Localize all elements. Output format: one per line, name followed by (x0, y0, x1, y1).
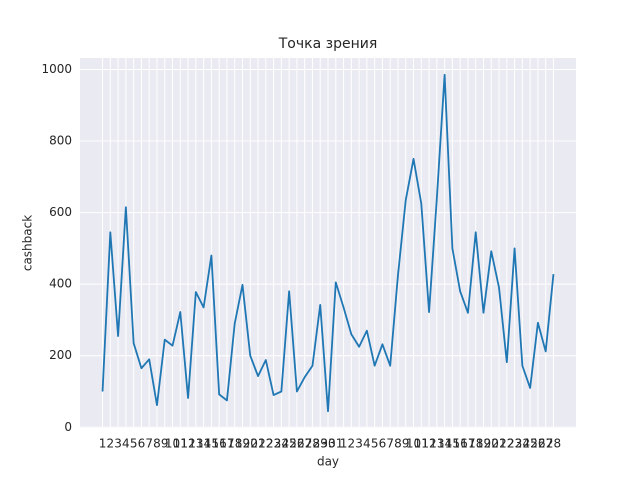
x-tick-label: 13 (188, 437, 203, 451)
x-tick-label: 2 (106, 437, 114, 451)
x-tick-label: 21 (250, 437, 265, 451)
x-tick-label: 11 (173, 437, 188, 451)
x-tick-label: 12 (421, 437, 436, 451)
x-tick-label: 22 (258, 437, 273, 451)
x-tick-label: 15 (204, 437, 219, 451)
x-tick-label: 23 (266, 437, 281, 451)
x-tick-label: 11 (414, 437, 429, 451)
x-tick-label: 10 (406, 437, 421, 451)
x-tick-label: 31 (328, 437, 343, 451)
y-tick-label: 1000 (41, 62, 72, 76)
chart-title: Точка зрения (278, 36, 378, 52)
x-tick-label: 16 (453, 437, 468, 451)
x-tick-label: 16 (212, 437, 227, 451)
x-tick-label: 5 (371, 437, 379, 451)
x-tick-label: 3 (114, 437, 122, 451)
x-tick-label: 13 (429, 437, 444, 451)
x-tick-label: 27 (538, 437, 553, 451)
x-axis-label: day (317, 455, 339, 469)
y-tick-label: 600 (49, 205, 72, 219)
x-tick-label: 15 (445, 437, 460, 451)
x-tick-label: 21 (491, 437, 506, 451)
x-tick-label: 14 (196, 437, 211, 451)
y-tick-label: 200 (49, 348, 72, 362)
x-tick-label: 6 (379, 437, 387, 451)
x-tick-label: 24 (274, 437, 289, 451)
x-tick-label: 7 (145, 437, 153, 451)
x-tick-label: 5 (130, 437, 138, 451)
x-tick-label: 9 (402, 437, 410, 451)
y-tick-label: 400 (49, 277, 72, 291)
x-tick-label: 20 (243, 437, 258, 451)
x-tick-label: 18 (227, 437, 242, 451)
x-tick-label: 17 (460, 437, 475, 451)
x-tick-label: 2 (348, 437, 356, 451)
y-axis-label: cashback (21, 215, 35, 271)
x-tick-label: 28 (305, 437, 320, 451)
x-tick-label: 17 (219, 437, 234, 451)
x-tick-label: 7 (386, 437, 394, 451)
x-tick-label: 28 (546, 437, 561, 451)
x-tick-label: 9 (161, 437, 169, 451)
x-tick-label: 10 (165, 437, 180, 451)
x-tick-label: 29 (313, 437, 328, 451)
x-tick-label: 25 (281, 437, 296, 451)
x-tick-label: 19 (235, 437, 250, 451)
x-tick-label: 26 (289, 437, 304, 451)
x-tick-label: 18 (468, 437, 483, 451)
x-tick-label: 1 (340, 437, 348, 451)
x-tick-label: 8 (394, 437, 402, 451)
x-tick-label: 4 (363, 437, 371, 451)
y-tick-label: 800 (49, 134, 72, 148)
x-tick-label: 24 (515, 437, 530, 451)
line (101, 73, 555, 413)
x-tick-label: 30 (320, 437, 335, 451)
x-tick-label: 8 (153, 437, 161, 451)
x-tick-label: 23 (507, 437, 522, 451)
x-tick-label: 3 (355, 437, 363, 451)
x-tick-label: 22 (499, 437, 514, 451)
x-tick-label: 20 (484, 437, 499, 451)
x-tick-label: 27 (297, 437, 312, 451)
x-tick-label: 25 (522, 437, 537, 451)
x-tick-label: 14 (437, 437, 452, 451)
x-tick-label: 12 (180, 437, 195, 451)
x-tick-label: 4 (122, 437, 130, 451)
x-tick-label: 1 (99, 437, 107, 451)
y-tick-label: 0 (64, 420, 72, 434)
x-tick-label: 19 (476, 437, 491, 451)
x-tick-label: 6 (138, 437, 146, 451)
x-tick-label: 26 (530, 437, 545, 451)
